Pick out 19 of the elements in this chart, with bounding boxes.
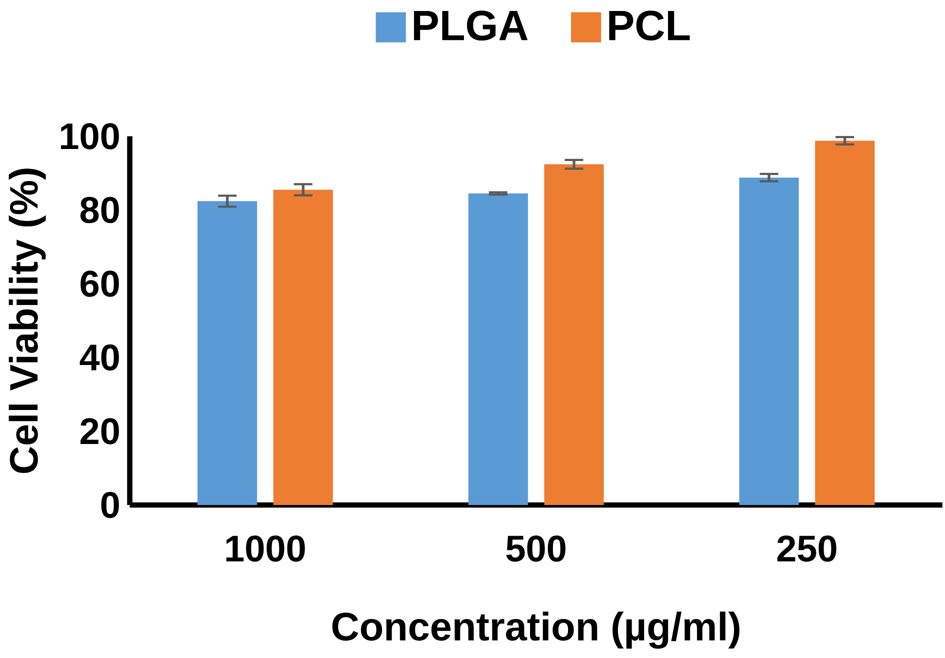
bar <box>544 164 604 506</box>
y-tick-label: 60 <box>80 270 119 298</box>
legend-label: PLGA <box>414 10 528 41</box>
bar <box>739 178 799 506</box>
x-axis-title: Concentration (µg/ml) <box>332 612 740 649</box>
bar <box>815 140 875 506</box>
x-tick-label: 1000 <box>226 536 305 562</box>
y-tick-label: 80 <box>80 197 119 224</box>
bar <box>468 194 528 506</box>
x-tick-label: 250 <box>777 536 836 562</box>
y-tick-label: 20 <box>80 418 119 445</box>
x-tick-label: 500 <box>506 536 566 562</box>
y-tick-label: 100 <box>60 123 119 150</box>
legend-label: PCL <box>609 10 690 41</box>
y-tick-label: 40 <box>80 344 119 371</box>
y-axis-title: Cell Viability (%) <box>8 168 46 474</box>
bar <box>197 201 258 506</box>
y-tick-label: 0 <box>101 492 119 518</box>
bar <box>273 190 333 506</box>
